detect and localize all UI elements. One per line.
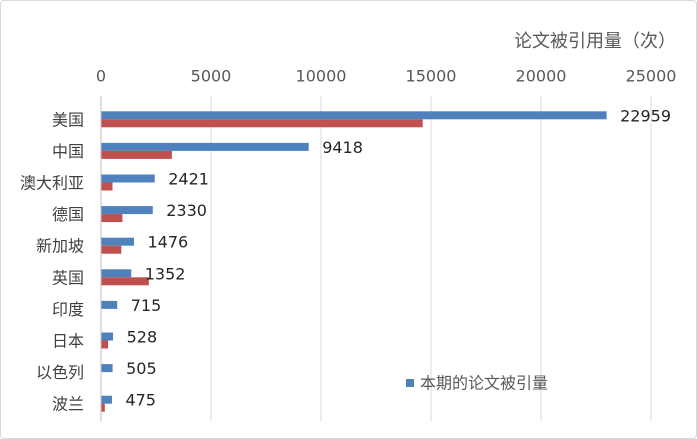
bar-current-period — [101, 174, 155, 183]
bar-series-2 — [101, 150, 172, 159]
data-label: 715 — [131, 296, 162, 315]
legend-label-current-period: 本期的论文被引量 — [420, 374, 548, 393]
data-label: 2330 — [166, 201, 207, 220]
bar-series-2 — [101, 277, 149, 286]
bar-current-period — [101, 300, 118, 309]
bar-current-period — [101, 332, 114, 341]
x-tick-labels: 0 5000 10000 15000 20000 25000 — [96, 67, 677, 86]
data-label: 2421 — [168, 170, 209, 189]
bar-current-period — [101, 206, 153, 215]
bar-series-2 — [101, 245, 122, 254]
category-label: 新加坡 — [36, 237, 84, 256]
bar-series-2 — [101, 182, 113, 191]
bar-series-2 — [101, 214, 123, 223]
bar-current-period — [101, 111, 607, 120]
category-label: 中国 — [52, 142, 84, 161]
bar-current-period — [101, 269, 132, 278]
category-label: 美国 — [52, 110, 84, 129]
x-tick-label: 15000 — [406, 67, 457, 86]
category-label: 波兰 — [52, 395, 84, 414]
data-label: 475 — [125, 391, 156, 410]
bar-current-period — [101, 142, 309, 151]
bars — [101, 111, 607, 412]
category-label: 印度 — [52, 300, 84, 319]
legend-marker-current-period — [406, 379, 414, 387]
category-label: 澳大利亚 — [20, 174, 84, 193]
bar-series-2 — [101, 119, 423, 128]
bar-current-period — [101, 237, 134, 246]
data-labels: 22959 9418 2421 2330 1476 1352 715 528 505 475 — [125, 106, 671, 409]
bar-series-2 — [101, 403, 105, 412]
legend: 本期的论文被引量 — [406, 374, 548, 393]
category-label: 英国 — [52, 268, 84, 287]
category-label: 日本 — [52, 332, 84, 351]
x-axis-title: 论文被引用量（次） — [514, 31, 676, 52]
x-tick-label: 20000 — [516, 67, 567, 86]
data-label: 505 — [126, 359, 157, 378]
x-tick-label: 5000 — [191, 67, 232, 86]
bar-current-period — [101, 364, 113, 373]
data-label: 22959 — [620, 106, 671, 125]
bar-current-period — [101, 395, 112, 404]
x-tick-label: 0 — [96, 67, 106, 86]
data-label: 528 — [127, 328, 158, 347]
x-tick-label: 10000 — [296, 67, 347, 86]
data-label: 1476 — [147, 233, 188, 252]
x-tick-label: 25000 — [626, 67, 677, 86]
bar-series-2 — [101, 340, 109, 349]
category-label: 德国 — [52, 205, 84, 224]
category-label: 以色列 — [36, 363, 84, 382]
data-label: 9418 — [322, 138, 363, 157]
data-label: 1352 — [145, 264, 186, 283]
